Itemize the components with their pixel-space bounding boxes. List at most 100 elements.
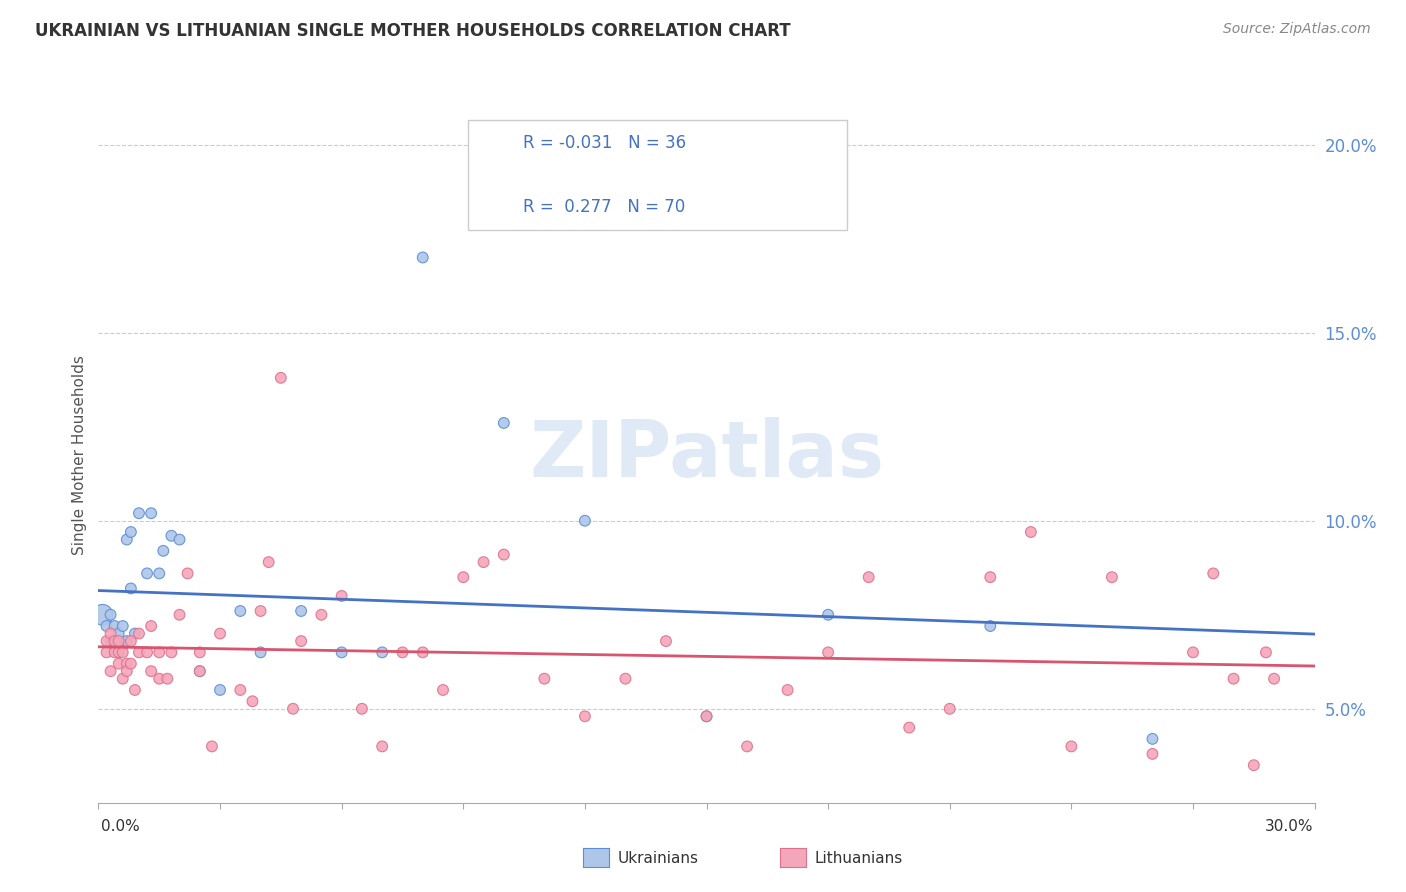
Point <box>148 645 170 659</box>
Point <box>188 664 211 678</box>
Point <box>979 619 1001 633</box>
Point <box>412 251 434 265</box>
Point <box>776 683 799 698</box>
Point <box>124 683 146 698</box>
Point <box>574 514 596 528</box>
Point <box>311 607 333 622</box>
Text: 30.0%: 30.0% <box>1265 820 1313 834</box>
Point <box>290 604 312 618</box>
Point <box>270 371 292 385</box>
Point <box>139 664 162 678</box>
Point <box>120 634 142 648</box>
Point <box>898 721 921 735</box>
Point <box>169 533 191 547</box>
Point <box>1202 566 1225 581</box>
Point <box>115 634 138 648</box>
Point <box>120 524 142 539</box>
Text: R = -0.031   N = 36: R = -0.031 N = 36 <box>523 134 686 153</box>
Point <box>104 634 127 648</box>
Point <box>96 634 118 648</box>
Point <box>249 645 271 659</box>
Point <box>330 589 353 603</box>
Point <box>91 607 114 622</box>
Point <box>655 634 678 648</box>
Point <box>120 582 142 596</box>
Point <box>432 683 454 698</box>
Point <box>152 544 174 558</box>
Point <box>111 638 134 652</box>
Point <box>858 570 880 584</box>
Point <box>350 702 373 716</box>
Point <box>111 619 134 633</box>
Point <box>939 702 962 716</box>
Point <box>96 645 118 659</box>
Point <box>1263 672 1285 686</box>
Point <box>115 657 138 671</box>
Point <box>115 664 138 678</box>
Point <box>1182 645 1205 659</box>
Point <box>136 566 159 581</box>
Point <box>100 626 122 640</box>
Text: ZIPatlas: ZIPatlas <box>529 417 884 493</box>
Point <box>1222 672 1244 686</box>
Point <box>249 604 271 618</box>
Text: Source: ZipAtlas.com: Source: ZipAtlas.com <box>1223 22 1371 37</box>
Point <box>160 645 183 659</box>
Point <box>201 739 224 754</box>
Point <box>371 739 394 754</box>
Point <box>124 626 146 640</box>
Point <box>104 634 127 648</box>
Point <box>492 548 515 562</box>
Point <box>115 533 138 547</box>
Point <box>817 645 839 659</box>
Point <box>188 645 211 659</box>
Point <box>188 664 211 678</box>
Point <box>330 645 353 659</box>
Point <box>139 619 162 633</box>
Point <box>111 672 134 686</box>
Point <box>1254 645 1277 659</box>
Point <box>574 709 596 723</box>
Point <box>160 529 183 543</box>
Point <box>735 739 758 754</box>
Point <box>453 570 475 584</box>
Point <box>107 645 129 659</box>
Point <box>169 607 191 622</box>
Point <box>107 626 129 640</box>
Point <box>1142 731 1164 746</box>
Point <box>107 634 129 648</box>
Point <box>229 683 252 698</box>
Point <box>492 416 515 430</box>
Text: Lithuanians: Lithuanians <box>814 852 903 866</box>
Point <box>696 709 718 723</box>
Point <box>100 634 122 648</box>
Point <box>104 619 127 633</box>
Point <box>100 607 122 622</box>
Point <box>371 645 394 659</box>
Point <box>120 657 142 671</box>
Point <box>111 645 134 659</box>
Point <box>128 645 150 659</box>
Point <box>104 645 127 659</box>
Point <box>290 634 312 648</box>
Point <box>96 619 118 633</box>
Point <box>148 566 170 581</box>
Point <box>979 570 1001 584</box>
Point <box>209 626 232 640</box>
Point <box>257 555 280 569</box>
Point <box>148 672 170 686</box>
Point <box>1243 758 1265 772</box>
Point <box>391 645 413 659</box>
Text: R =  0.277   N = 70: R = 0.277 N = 70 <box>523 198 686 216</box>
Point <box>281 702 304 716</box>
Point <box>412 645 434 659</box>
Text: UKRAINIAN VS LITHUANIAN SINGLE MOTHER HOUSEHOLDS CORRELATION CHART: UKRAINIAN VS LITHUANIAN SINGLE MOTHER HO… <box>35 22 790 40</box>
Point <box>128 626 150 640</box>
Y-axis label: Single Mother Households: Single Mother Households <box>72 355 87 555</box>
Point <box>1101 570 1123 584</box>
Point <box>136 645 159 659</box>
Point <box>1060 739 1083 754</box>
Point <box>107 645 129 659</box>
Point <box>696 709 718 723</box>
Point <box>1142 747 1164 761</box>
